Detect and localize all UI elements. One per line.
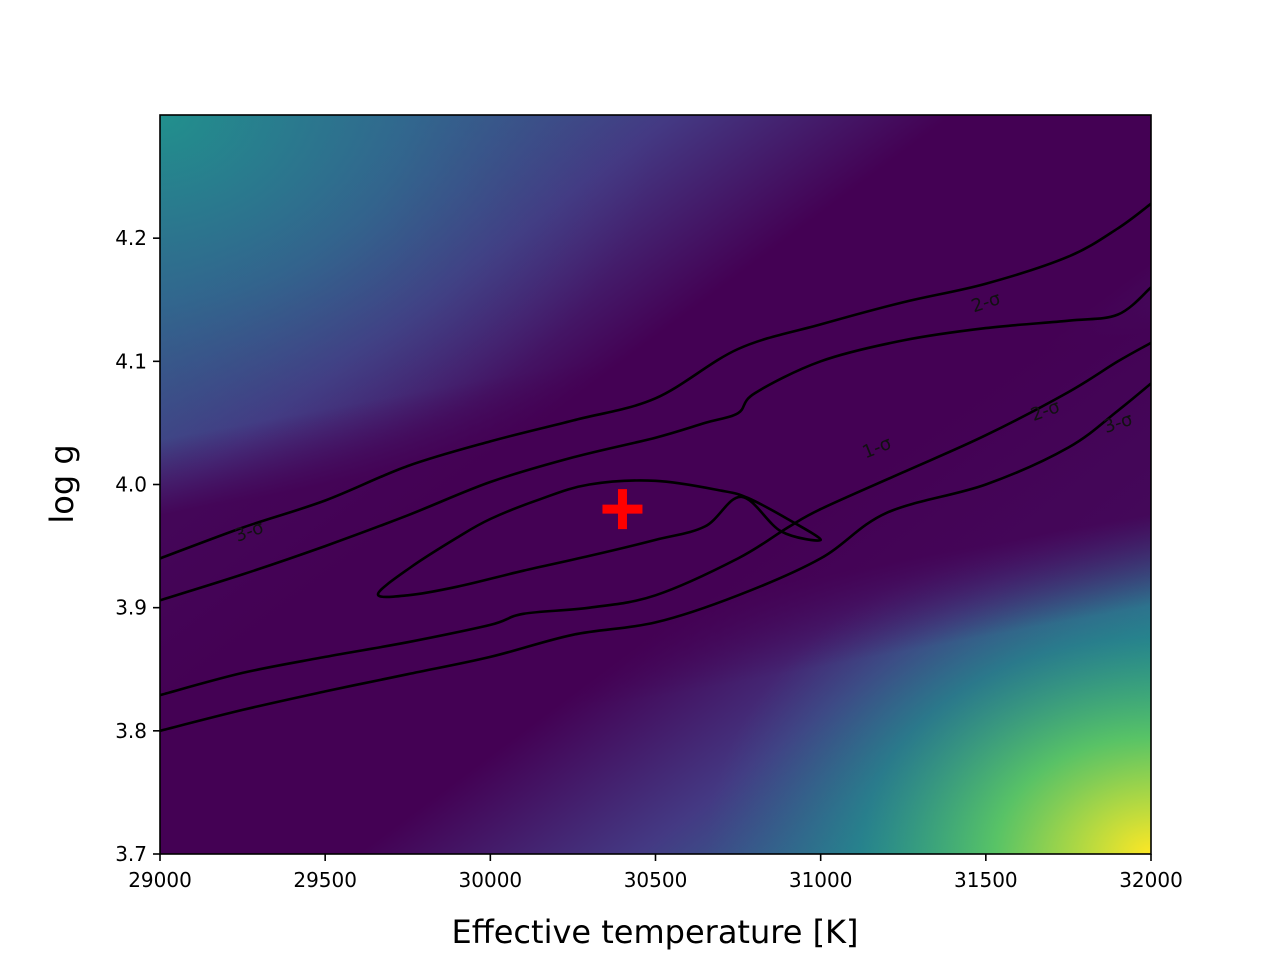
y-tick-label-1: 3.8 — [115, 719, 147, 743]
x-tick-label-1: 29500 — [293, 868, 357, 892]
y-axis: 3.7 3.8 3.9 4.0 4.1 4.2 — [115, 226, 160, 866]
heatmap — [160, 115, 1151, 854]
y-axis-title: log g — [43, 444, 81, 523]
heatmap-valley — [160, 115, 1151, 854]
contour-3-sigma-line-1 — [160, 202, 1151, 560]
x-tick-label-6: 32000 — [1119, 868, 1183, 892]
x-tick-label-4: 31000 — [789, 868, 853, 892]
contour-3-sigma-line-2 — [160, 382, 1151, 733]
x-tick-label-5: 31500 — [954, 868, 1018, 892]
y-tick-label-5: 4.2 — [115, 226, 147, 250]
x-tick-label-2: 30000 — [459, 868, 523, 892]
x-tick-label-3: 30500 — [624, 868, 688, 892]
y-tick-label-2: 3.9 — [115, 596, 147, 620]
contour-2-sigma-line-2 — [160, 341, 1151, 697]
x-tick-label-0: 29000 — [128, 868, 192, 892]
x-axis-title: Effective temperature [K] — [451, 913, 858, 951]
contour-2-sigma-line-1 — [160, 286, 1151, 602]
best-fit-marker — [602, 489, 643, 530]
x-axis: 29000 29500 30000 30500 31000 31500 32000 — [128, 854, 1183, 892]
contour-1-sigma-line-1 — [376, 479, 823, 599]
y-tick-label-4: 4.1 — [115, 349, 147, 373]
contour-lines — [160, 202, 1151, 733]
y-tick-label-3: 4.0 — [115, 473, 147, 497]
y-tick-label-0: 3.7 — [115, 842, 147, 866]
